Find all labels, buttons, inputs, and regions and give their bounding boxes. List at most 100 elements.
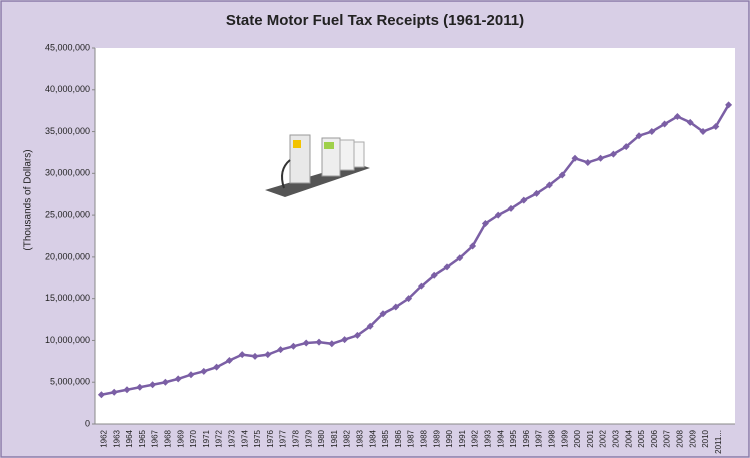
x-tick-label: 2009 bbox=[688, 429, 697, 447]
x-tick-label: 1981 bbox=[330, 429, 339, 447]
data-point bbox=[686, 118, 694, 126]
data-point bbox=[110, 388, 118, 396]
data-point bbox=[648, 128, 656, 136]
x-tick-label: 1964 bbox=[125, 429, 134, 447]
data-point bbox=[328, 340, 336, 348]
data-point bbox=[481, 219, 489, 227]
x-tick-label: 1968 bbox=[164, 429, 173, 447]
x-tick-label: 2000 bbox=[573, 429, 582, 447]
data-point bbox=[622, 143, 630, 151]
x-tick-label: 1985 bbox=[381, 429, 390, 447]
data-point bbox=[520, 196, 528, 204]
data-point bbox=[251, 352, 259, 360]
data-point bbox=[366, 322, 374, 330]
x-tick-label: 1969 bbox=[176, 429, 185, 447]
x-tick-label: 1987 bbox=[407, 429, 416, 447]
data-point bbox=[558, 171, 566, 179]
x-tick-label: 1994 bbox=[496, 429, 505, 447]
data-point bbox=[353, 331, 361, 339]
data-point bbox=[302, 339, 310, 347]
data-point bbox=[430, 271, 438, 279]
x-tick-label: 2006 bbox=[650, 429, 659, 447]
data-point bbox=[673, 113, 681, 121]
x-tick-label: 2001 bbox=[586, 429, 595, 447]
data-point bbox=[417, 282, 425, 290]
y-axis-label: (Thousands of Dollars) bbox=[23, 149, 34, 250]
data-point bbox=[379, 310, 387, 318]
x-tick-label: 1988 bbox=[420, 429, 429, 447]
x-tick-label: 1997 bbox=[535, 429, 544, 447]
x-tick-label: 1995 bbox=[509, 429, 518, 447]
x-tick-label: 1963 bbox=[112, 429, 121, 447]
y-tick-label: 35,000,000 bbox=[45, 126, 90, 136]
x-tick-label: 2008 bbox=[676, 429, 685, 447]
y-tick-label: 40,000,000 bbox=[45, 84, 90, 94]
x-tick-label: 1996 bbox=[522, 429, 531, 447]
data-point bbox=[405, 295, 413, 303]
data-point bbox=[187, 371, 195, 379]
data-point bbox=[712, 123, 720, 131]
data-point bbox=[699, 128, 707, 136]
data-point bbox=[149, 381, 157, 389]
y-tick-label: 15,000,000 bbox=[45, 293, 90, 303]
x-tick-label: 1984 bbox=[368, 429, 377, 447]
data-point bbox=[238, 351, 246, 359]
data-point bbox=[635, 132, 643, 140]
x-tick-label: 1983 bbox=[356, 429, 365, 447]
x-tick-label: 1974 bbox=[240, 429, 249, 447]
x-tick-label: 1976 bbox=[266, 429, 275, 447]
x-tick-label: 1999 bbox=[560, 429, 569, 447]
x-tick-label: 2004 bbox=[624, 429, 633, 447]
chart-title: State Motor Fuel Tax Receipts (1961-2011… bbox=[226, 12, 524, 29]
data-point bbox=[264, 351, 272, 359]
data-point bbox=[661, 120, 669, 128]
y-tick-label: 45,000,000 bbox=[45, 42, 90, 52]
x-tick-label: 1990 bbox=[445, 429, 454, 447]
x-tick-label: 2010 bbox=[701, 429, 710, 447]
data-point bbox=[277, 346, 285, 354]
x-tick-label: 2005 bbox=[637, 429, 646, 447]
data-point bbox=[609, 150, 617, 158]
x-tick-label: 1993 bbox=[484, 429, 493, 447]
x-tick-label: 1992 bbox=[471, 429, 480, 447]
x-tick-label: 2007 bbox=[663, 429, 672, 447]
data-point bbox=[533, 189, 541, 197]
x-tick-label: 1982 bbox=[343, 429, 352, 447]
data-point bbox=[456, 254, 464, 262]
y-tick-label: 30,000,000 bbox=[45, 168, 90, 178]
data-point bbox=[392, 303, 400, 311]
data-point bbox=[315, 338, 323, 346]
data-point bbox=[136, 383, 144, 391]
data-point bbox=[225, 356, 233, 364]
data-point bbox=[469, 242, 477, 250]
gas-pump-clipart bbox=[265, 134, 370, 197]
data-point bbox=[341, 336, 349, 344]
x-tick-label: 1986 bbox=[394, 429, 403, 447]
x-tick-label: 2002 bbox=[599, 429, 608, 447]
x-tick-label: 1971 bbox=[202, 429, 211, 447]
y-tick-label: 20,000,000 bbox=[45, 251, 90, 261]
y-tick-label: 10,000,000 bbox=[45, 335, 90, 345]
data-point bbox=[443, 263, 451, 271]
data-point bbox=[200, 367, 208, 375]
x-tick-label: 2011... bbox=[714, 430, 723, 454]
x-tick-label: 1970 bbox=[189, 429, 198, 447]
x-tick-label: 1978 bbox=[292, 429, 301, 447]
x-tick-label: 1973 bbox=[228, 429, 237, 447]
x-tick-label: 1980 bbox=[317, 429, 326, 447]
x-tick-label: 1977 bbox=[279, 429, 288, 447]
x-tick-label: 1979 bbox=[304, 429, 313, 447]
x-tick-label: 1967 bbox=[151, 429, 160, 447]
data-point bbox=[289, 342, 297, 350]
data-point bbox=[161, 378, 169, 386]
x-tick-label: 1991 bbox=[458, 429, 467, 447]
x-tick-label: 1962 bbox=[100, 429, 109, 447]
data-point bbox=[597, 154, 605, 162]
x-tick-label: 1989 bbox=[432, 429, 441, 447]
x-tick-label: 1975 bbox=[253, 429, 262, 447]
data-point bbox=[174, 375, 182, 383]
data-point bbox=[123, 386, 131, 394]
x-tick-label: 2003 bbox=[612, 429, 621, 447]
data-point bbox=[725, 101, 733, 109]
